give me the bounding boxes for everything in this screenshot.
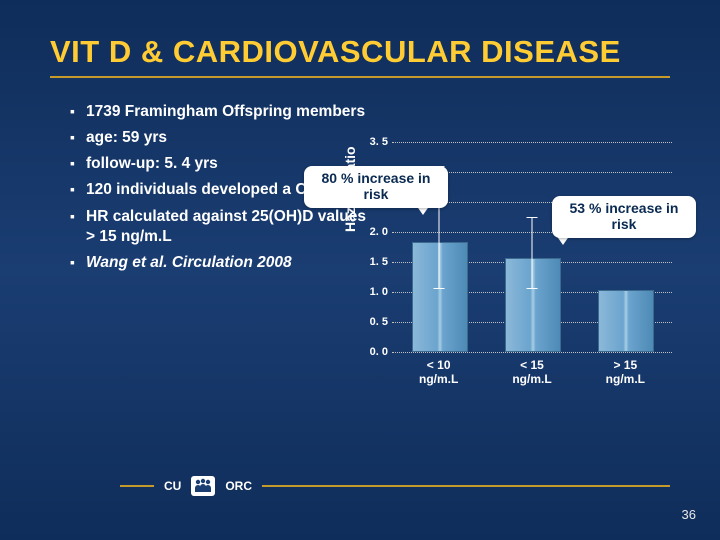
footer-left-text: CU	[164, 479, 181, 493]
callout-text: 53 % increase in	[570, 200, 679, 216]
error-bar	[532, 217, 533, 289]
x-tick-label: < 10ng/m.L	[404, 358, 474, 387]
y-tick-label: 0. 0	[366, 346, 388, 358]
callout-text: risk	[612, 216, 637, 232]
x-tick-label: < 15ng/m.L	[497, 358, 567, 387]
chart-bar	[505, 258, 561, 352]
people-icon	[191, 476, 215, 496]
bullet-item: 1739 Framingham Offspring members	[70, 102, 370, 122]
footer-rule	[120, 485, 154, 487]
grid-line	[392, 352, 672, 353]
bullet-item: HR calculated against 25(OH)D values > 1…	[70, 207, 370, 247]
chart-bar	[598, 290, 654, 352]
grid-line	[392, 142, 672, 143]
footer: CU ORC	[120, 476, 670, 496]
callout-text: 80 % increase in	[322, 170, 431, 186]
bullet-item: age: 59 yrs	[70, 128, 370, 148]
footer-rule	[262, 485, 670, 487]
x-tick-label: > 15ng/m.L	[590, 358, 660, 387]
y-tick-label: 0. 5	[366, 316, 388, 328]
callout-2: 53 % increase in risk	[552, 196, 696, 238]
callout-text: risk	[364, 186, 389, 202]
slide-number: 36	[682, 507, 696, 522]
footer-right-text: ORC	[225, 479, 252, 493]
header: VIT D & CARDIOVASCULAR DISEASE	[0, 0, 720, 78]
callout-1: 80 % increase in risk	[304, 166, 448, 208]
chart-bar	[412, 242, 468, 352]
slide-title: VIT D & CARDIOVASCULAR DISEASE	[50, 34, 680, 70]
bullet-item-citation: Wang et al. Circulation 2008	[70, 253, 370, 273]
y-tick-label: 1. 0	[366, 286, 388, 298]
